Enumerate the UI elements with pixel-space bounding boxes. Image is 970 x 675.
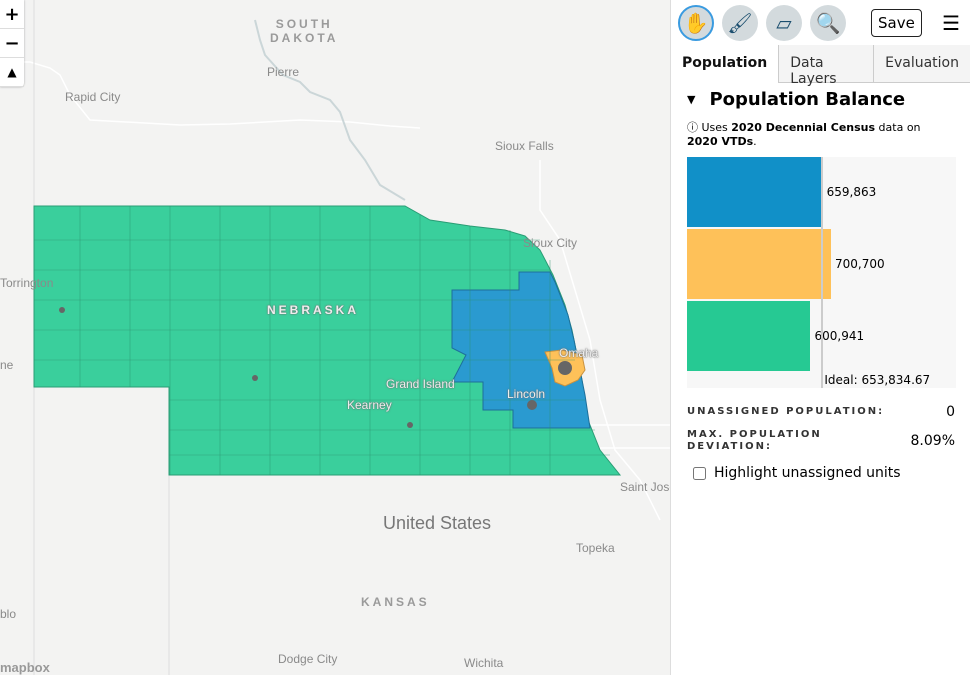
population-bar-1 [687,157,823,227]
deviation-value: 8.09% [910,433,955,449]
vtd-grid [34,206,610,475]
checkbox[interactable] [693,466,706,480]
tab-data-layers[interactable]: Data Layers [778,45,874,87]
missouri-river [254,19,406,201]
label-lincoln: Lincoln [507,387,546,401]
save-button[interactable]: Save [871,8,922,37]
label-topeka: Topeka [576,541,615,555]
label-pueblo: blo [0,607,17,621]
toolbar: ✋ 🖌 ▱ 🔍 Save ☰ [671,0,970,45]
label-rapid-city: Rapid City [65,90,121,104]
magnifier-icon: 🔍 [815,10,841,35]
population-bar-2 [687,229,831,299]
label-saint-joseph: Saint Jose [620,480,670,494]
info-text: Uses [701,121,732,134]
label-sioux-falls: Sioux Falls [495,139,554,153]
map-canvas[interactable]: + − ▲ SOUTH DAKOTA Pierre Rapid City Sio… [0,0,670,675]
unassigned-label: UNASSIGNED POPULATION: [687,406,885,417]
info-text: . [753,135,757,148]
map-layer [0,0,670,675]
road-line [585,424,670,449]
population-bar-3 [687,301,811,371]
unassigned-value: 0 [946,404,955,420]
eraser-tool-button[interactable]: ▱ [766,4,802,41]
deviation-label: MAX. POPULATION DEVIATION: [687,429,822,452]
bar-value-label: 659,863 [826,185,877,199]
label-wichita: Wichita [464,656,504,670]
info-text: data on [875,121,921,134]
mapbox-logo[interactable]: mapbox [0,660,50,675]
hand-icon: ✋ [683,10,709,35]
tab-evaluation[interactable]: Evaluation [873,45,970,82]
bar-value-label: 700,700 [835,257,885,271]
road-line [0,61,421,129]
tab-bar: Population Data Layers Evaluation [671,45,970,87]
pan-tool-button[interactable]: ✋ [678,4,714,41]
label-united-states: United States [383,513,492,533]
bar-value-label: 600,941 [814,329,865,343]
river-line [539,160,661,521]
eraser-icon: ▱ [776,10,792,35]
label-sioux-city: Sioux City [523,236,578,250]
label-kearney: Kearney [347,398,392,412]
label-dodge-city: Dodge City [278,652,338,666]
brush-icon: 🖌 [727,10,753,35]
section-header[interactable]: ▼ Population Balance [671,83,970,116]
tab-population[interactable]: Population [671,45,779,83]
caret-down-icon: ▼ [687,93,696,106]
ideal-label: Ideal: 653,834.67 [824,373,931,387]
deviation-stat: MAX. POPULATION DEVIATION: 8.09% [687,429,955,453]
checkbox-label: Highlight unassigned units [714,465,901,481]
label-south-dakota: SOUTH DAKOTA [270,17,339,45]
label-cheyenne: ne [0,358,14,372]
section-title: Population Balance [709,89,906,110]
label-kansas: KANSAS [361,595,430,609]
search-tool-button[interactable]: 🔍 [810,4,846,41]
info-units: 2020 VTDs [687,135,754,148]
urban-areas [59,307,572,428]
compass-button[interactable]: ▲ [0,58,24,87]
ideal-line [821,157,824,388]
map-controls: + − ▲ [0,0,24,87]
brush-tool-button[interactable]: 🖌 [722,4,758,41]
label-omaha: Omaha [559,346,599,360]
info-icon: ⓘ [687,121,702,134]
zoom-out-button[interactable]: − [0,29,24,58]
zoom-in-button[interactable]: + [0,0,24,29]
side-panel: ✋ 🖌 ▱ 🔍 Save ☰ Population Data Layers Ev… [670,0,970,675]
hamburger-icon[interactable]: ☰ [942,10,960,35]
unassigned-stat: UNASSIGNED POPULATION: 0 [687,404,955,420]
population-chart: 659,863 700,700 600,941 Ideal: 653,834.67 [687,157,956,388]
label-nebraska: NEBRASKA [267,303,360,317]
district-1[interactable] [451,271,591,429]
highlight-unassigned-checkbox[interactable]: Highlight unassigned units [693,465,901,481]
info-dataset: 2020 Decennial Census [731,121,876,134]
label-torrington: Torrington [0,276,54,290]
label-grand-island: Grand Island [386,377,455,391]
census-info: ⓘ Uses 2020 Decennial Census data on 202… [671,116,970,151]
label-pierre: Pierre [267,65,300,79]
